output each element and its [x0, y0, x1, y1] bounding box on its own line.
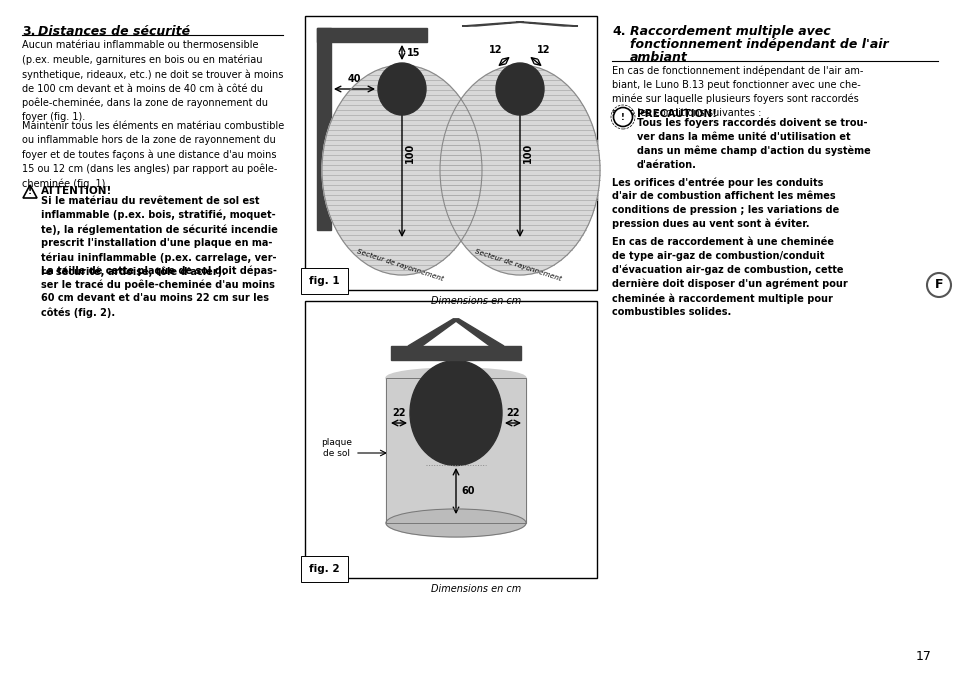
Ellipse shape: [439, 65, 599, 275]
Text: plaque
de sol: plaque de sol: [321, 437, 352, 458]
Polygon shape: [453, 319, 503, 346]
Text: 12: 12: [537, 45, 550, 55]
Text: Distances de sécurité: Distances de sécurité: [38, 25, 190, 38]
Bar: [386, 378, 525, 523]
Text: Les orifices d'entrée pour les conduits
d'air de combustion affichent les mêmes
: Les orifices d'entrée pour les conduits …: [612, 177, 839, 229]
Text: 15: 15: [407, 48, 420, 57]
Polygon shape: [461, 22, 523, 26]
Text: 17: 17: [915, 650, 931, 663]
Bar: [386, 378, 525, 523]
Text: Maintenir tous les éléments en matériau combustible
ou inflammable hors de la zo: Maintenir tous les éléments en matériau …: [22, 121, 284, 189]
Text: 22: 22: [392, 408, 405, 418]
Text: Secteur de rayonnement: Secteur de rayonnement: [474, 248, 561, 282]
Text: !: !: [28, 188, 32, 197]
Text: 100: 100: [522, 143, 533, 163]
Text: Si le matériau du revêtement de sol est
inflammable (p.ex. bois, stratifié, moqu: Si le matériau du revêtement de sol est …: [41, 196, 277, 277]
Text: 60: 60: [460, 486, 474, 496]
Text: La taille de cette plaque de sol doit dépas-
ser le tracé du poêle-cheminée d'au: La taille de cette plaque de sol doit dé…: [41, 265, 276, 318]
Ellipse shape: [386, 509, 525, 537]
Text: 100: 100: [405, 143, 415, 163]
Ellipse shape: [322, 65, 481, 275]
Bar: [316, 28, 331, 230]
Bar: [305, 301, 597, 578]
Text: PRECAUTION!: PRECAUTION!: [637, 109, 717, 119]
Text: Tous les foyers raccordés doivent se trou-
ver dans la même unité d'utilisation : Tous les foyers raccordés doivent se tro…: [637, 118, 870, 170]
Ellipse shape: [386, 368, 525, 388]
Text: ATTENTION!: ATTENTION!: [41, 186, 112, 196]
Text: En cas de fonctionnement indépendant de l'air am-
biant, le Luno B.13 peut fonct: En cas de fonctionnement indépendant de …: [612, 65, 862, 118]
Ellipse shape: [410, 361, 501, 466]
Text: Dimensions en cm: Dimensions en cm: [431, 296, 520, 306]
Bar: [316, 28, 427, 42]
Text: 4.: 4.: [612, 25, 625, 38]
Text: fonctionnement indépendant de l'air: fonctionnement indépendant de l'air: [629, 38, 887, 51]
Bar: [305, 16, 597, 290]
Ellipse shape: [377, 63, 426, 115]
Circle shape: [613, 108, 632, 127]
Bar: [391, 346, 520, 360]
Polygon shape: [516, 22, 578, 26]
Text: 12: 12: [489, 45, 502, 55]
Text: Secteur de rayonnement: Secteur de rayonnement: [355, 248, 444, 282]
Text: 22: 22: [506, 408, 519, 418]
Text: En cas de raccordement à une cheminée
de type air-gaz de combustion/conduit
d'év: En cas de raccordement à une cheminée de…: [612, 237, 847, 317]
Text: fig. 1: fig. 1: [309, 276, 339, 286]
Text: ambiant: ambiant: [629, 51, 687, 64]
Text: F: F: [934, 279, 943, 291]
Text: Raccordement multiple avec: Raccordement multiple avec: [629, 25, 830, 38]
Polygon shape: [408, 319, 458, 346]
Text: Aucun matériau inflammable ou thermosensible
(p.ex. meuble, garnitures en bois o: Aucun matériau inflammable ou thermosens…: [22, 40, 283, 122]
Circle shape: [926, 273, 950, 297]
Text: 40: 40: [348, 74, 361, 84]
Ellipse shape: [496, 63, 543, 115]
Text: Dimensions en cm: Dimensions en cm: [431, 584, 520, 594]
Text: fig. 2: fig. 2: [309, 564, 339, 574]
Text: !: !: [620, 112, 624, 122]
Text: 3.: 3.: [22, 25, 35, 38]
